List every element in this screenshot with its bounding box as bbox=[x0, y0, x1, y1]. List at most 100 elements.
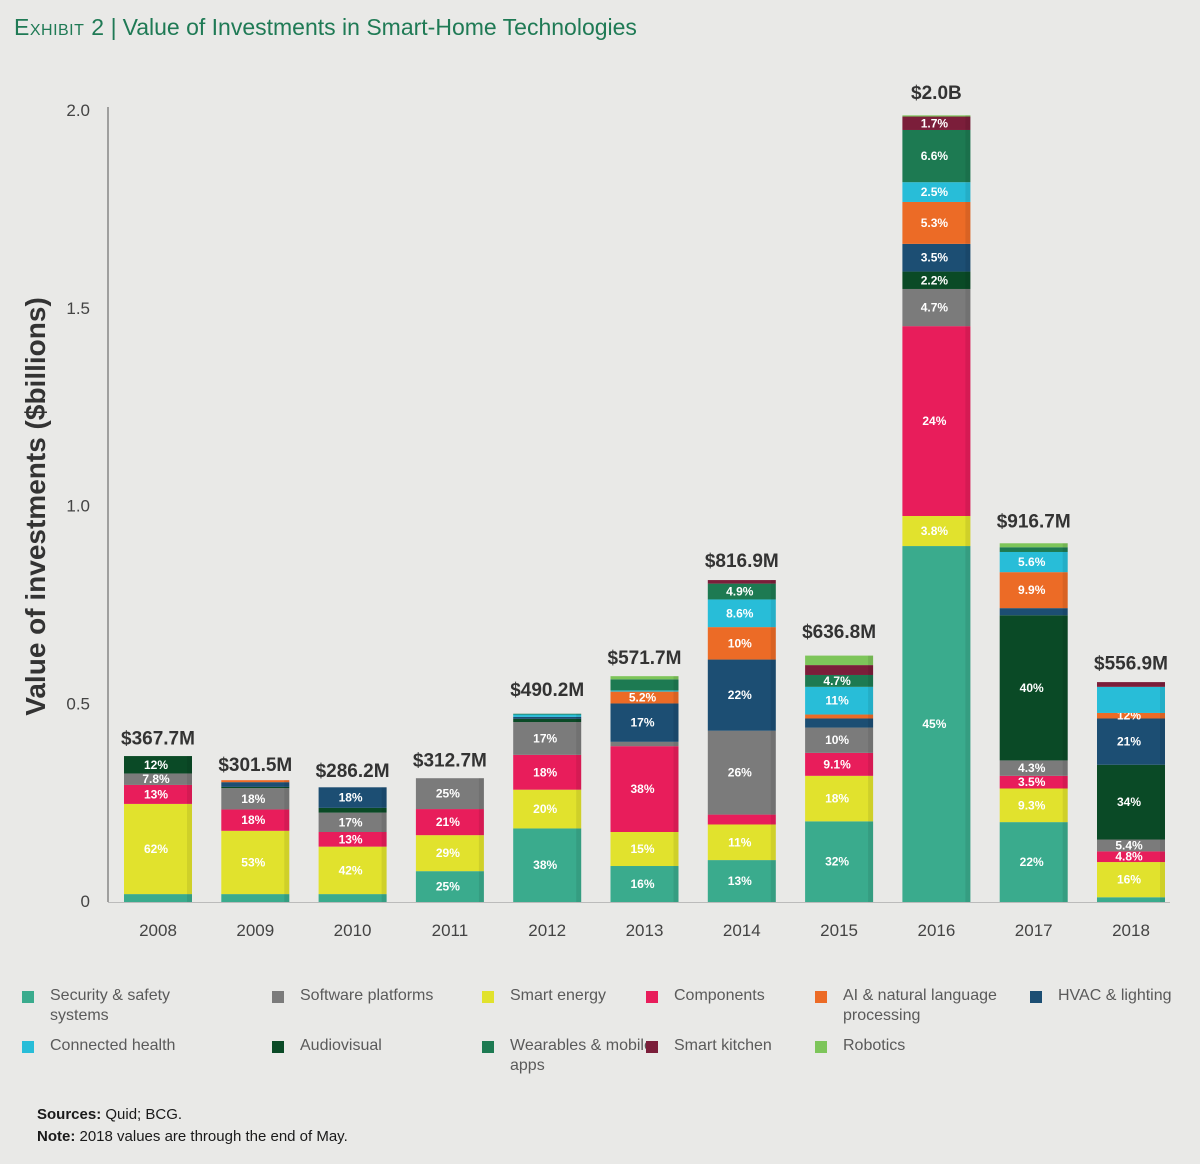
legend-item: Components bbox=[646, 986, 852, 1006]
bar-segment bbox=[999, 788, 1068, 823]
bar-segment-edge bbox=[673, 746, 679, 832]
bar-segment-edge bbox=[1062, 547, 1068, 552]
bar-segment-edge bbox=[284, 894, 290, 902]
bar-segment bbox=[902, 129, 971, 183]
y-tick-label: 1.5 bbox=[66, 299, 90, 318]
bar-segment-edge bbox=[576, 714, 582, 717]
bar-segment-edge bbox=[770, 627, 776, 660]
bar-segment-edge bbox=[1160, 682, 1165, 687]
x-tick-label: 2008 bbox=[139, 921, 177, 940]
bar-segment bbox=[513, 714, 582, 717]
y-axis-title: Value of investments ($billions) bbox=[20, 297, 51, 716]
bar-segment-edge bbox=[187, 773, 192, 785]
bar-segment bbox=[805, 718, 874, 728]
bar-segment bbox=[707, 599, 776, 628]
sources-label: Sources: bbox=[37, 1106, 102, 1123]
bar-segment-label: 5.6% bbox=[1018, 555, 1046, 569]
bar-segment bbox=[513, 718, 582, 723]
x-tick-label: 2010 bbox=[334, 921, 372, 940]
bar-segment-label: 26% bbox=[728, 766, 752, 780]
bar-segment-label: 17% bbox=[630, 716, 654, 730]
bar-segment-edge bbox=[965, 115, 971, 117]
bar-segment bbox=[707, 814, 776, 825]
bar-segment-edge bbox=[284, 786, 290, 789]
bar-segment bbox=[124, 784, 192, 804]
bar-segment-label: 6.6% bbox=[921, 149, 949, 163]
bar-segment bbox=[1097, 862, 1165, 898]
bar-segment-label: 16% bbox=[630, 877, 654, 891]
bar-segment-label: 15% bbox=[630, 842, 654, 856]
bar-segment-label: 5.4% bbox=[1115, 838, 1143, 852]
sources-text: Quid; BCG. bbox=[105, 1106, 183, 1123]
bar-segment-label: 7.8% bbox=[142, 772, 170, 786]
bar-segment-edge bbox=[1062, 572, 1068, 609]
bar-segment-label: 18% bbox=[241, 813, 265, 827]
bar-segment-label: 11% bbox=[728, 835, 752, 849]
bar-segment-label: 34% bbox=[1117, 795, 1141, 809]
legend-item: Wearables & mobile apps bbox=[482, 1036, 688, 1076]
bar-segment bbox=[513, 716, 582, 719]
bar-segment bbox=[1097, 682, 1165, 687]
bar-segment bbox=[513, 789, 582, 829]
bar-segment bbox=[610, 703, 679, 742]
bar-segment-edge bbox=[673, 676, 679, 680]
bar-segment bbox=[902, 115, 971, 117]
bar-segment-edge bbox=[868, 752, 874, 776]
bar-segment-edge bbox=[381, 812, 387, 832]
bar-segment bbox=[1097, 686, 1165, 713]
bar-segment-label: 4.7% bbox=[921, 301, 949, 315]
bar-segment bbox=[999, 760, 1068, 776]
bar-segment-edge bbox=[965, 326, 971, 516]
bar-segment bbox=[221, 894, 290, 902]
bar-segment-label: 45% bbox=[922, 717, 946, 731]
bar-segment-edge bbox=[770, 580, 776, 584]
bar-segment-label: 18% bbox=[825, 792, 849, 806]
bar-segment-edge bbox=[478, 809, 484, 836]
bar-segment-label: 9.1% bbox=[823, 757, 851, 771]
bar-segment-edge bbox=[965, 546, 971, 902]
bar-segment bbox=[902, 546, 971, 902]
bar-segment-label: 24% bbox=[922, 414, 946, 428]
bar-segment bbox=[221, 809, 290, 831]
bar-segment-label: 13% bbox=[339, 832, 363, 846]
bar-segment-edge bbox=[1062, 615, 1068, 761]
legend-swatch bbox=[646, 1041, 658, 1053]
bar-segment-edge bbox=[576, 713, 582, 715]
bar-segment-label: 1.7% bbox=[921, 116, 949, 130]
legend-item: HVAC & lighting bbox=[1030, 986, 1200, 1006]
bar-segment-edge bbox=[478, 778, 484, 810]
bar-segment-label: 21% bbox=[1117, 735, 1141, 749]
bar-segment-label: 3.8% bbox=[921, 524, 949, 538]
note-line: Note: 2018 values are through the end of… bbox=[37, 1126, 348, 1148]
bar-segment-edge bbox=[1062, 551, 1068, 573]
bar-segment-edge bbox=[868, 727, 874, 753]
bar-segment bbox=[318, 807, 387, 813]
bar-segment bbox=[513, 722, 582, 755]
bar-segment-edge bbox=[868, 821, 874, 902]
bar-total-label: $916.7M bbox=[997, 511, 1071, 532]
bar-segment-label: 17% bbox=[533, 731, 557, 745]
bar-segment bbox=[902, 326, 971, 516]
bar-segment bbox=[1097, 764, 1165, 840]
bar-segment bbox=[610, 831, 679, 867]
x-tick-label: 2014 bbox=[723, 921, 761, 940]
bar-segment-edge bbox=[1160, 897, 1165, 902]
bar-segment-edge bbox=[965, 182, 971, 202]
bar-segment bbox=[1097, 718, 1165, 765]
bar-segment-label: 2.2% bbox=[921, 273, 949, 287]
bar-segment-edge bbox=[576, 722, 582, 755]
bar-segment-edge bbox=[673, 831, 679, 867]
chart-notes: Sources: Quid; BCG. Note: 2018 values ar… bbox=[37, 1104, 348, 1148]
bar-segment-label: 40% bbox=[1020, 681, 1044, 695]
bar-segment bbox=[221, 830, 290, 895]
legend-item: Software platforms bbox=[272, 986, 478, 1006]
bar-segment-edge bbox=[284, 830, 290, 895]
bar-total-label: $490.2M bbox=[510, 680, 584, 701]
bar-segment-edge bbox=[673, 741, 679, 747]
bar-segment-label: 22% bbox=[1020, 855, 1044, 869]
legend-item: Security & safety systems bbox=[22, 986, 228, 1026]
bar-segment-edge bbox=[1160, 862, 1165, 898]
bar-segment bbox=[610, 866, 679, 902]
legend-swatch bbox=[482, 1041, 494, 1053]
x-tick-label: 2015 bbox=[820, 921, 858, 940]
